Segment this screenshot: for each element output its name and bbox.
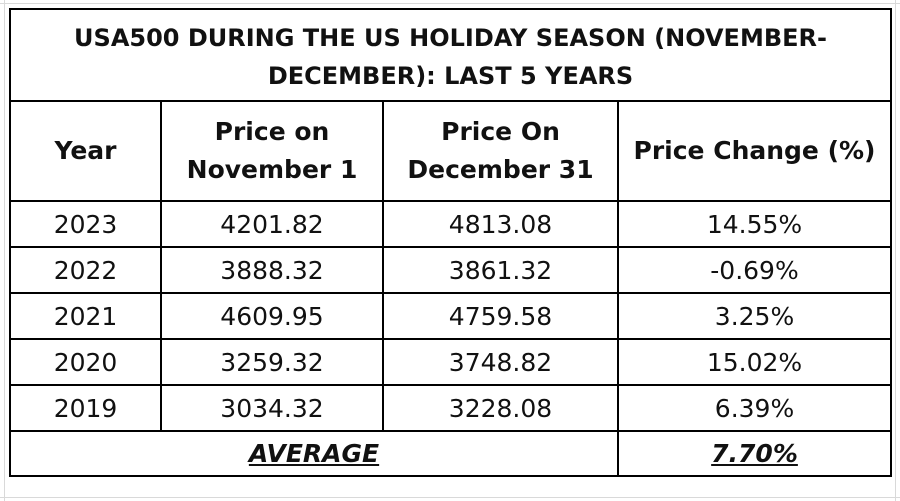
cell-price-dec31: 3861.32 [382,246,619,294]
cell-year: 2019 [9,384,162,432]
table-row: 2019 3034.32 3228.08 6.39% [9,384,893,432]
table-row: 2020 3259.32 3748.82 15.02% [9,338,893,386]
header-price-nov1: Price on November 1 [160,100,384,202]
cell-price-change: 6.39% [616,384,893,432]
title-row: USA500 DURING THE US HOLIDAY SEASON (NOV… [8,8,893,102]
table-row: 2021 4609.95 4759.58 3.25% [9,292,893,340]
cell-year: 2022 [9,246,162,294]
average-value: 7.70% [616,430,893,477]
table-title: USA500 DURING THE US HOLIDAY SEASON (NOV… [8,8,893,102]
average-row: AVERAGE 7.70% [9,430,893,477]
cell-year: 2020 [9,338,162,386]
cell-price-change: 3.25% [616,292,893,340]
table-row: 2023 4201.82 4813.08 14.55% [9,200,893,248]
cell-price-dec31: 4813.08 [382,200,619,248]
average-label: AVERAGE [9,430,619,477]
cell-price-change: -0.69% [616,246,893,294]
cell-price-nov1: 3259.32 [160,338,384,386]
header-row: Year Price on November 1 Price On Decemb… [9,100,893,202]
holiday-season-table: USA500 DURING THE US HOLIDAY SEASON (NOV… [8,8,893,477]
cell-year: 2021 [9,292,162,340]
cell-price-nov1: 4609.95 [160,292,384,340]
cell-price-nov1: 4201.82 [160,200,384,248]
table-row: 2022 3888.32 3861.32 -0.69% [9,246,893,294]
cell-price-change: 15.02% [616,338,893,386]
header-year: Year [9,100,162,202]
cell-price-change: 14.55% [616,200,893,248]
cell-year: 2023 [9,200,162,248]
cell-price-dec31: 3748.82 [382,338,619,386]
header-price-dec31: Price On December 31 [382,100,619,202]
cell-price-nov1: 3034.32 [160,384,384,432]
header-price-change: Price Change (%) [616,100,893,202]
cell-price-nov1: 3888.32 [160,246,384,294]
cell-price-dec31: 3228.08 [382,384,619,432]
cell-price-dec31: 4759.58 [382,292,619,340]
